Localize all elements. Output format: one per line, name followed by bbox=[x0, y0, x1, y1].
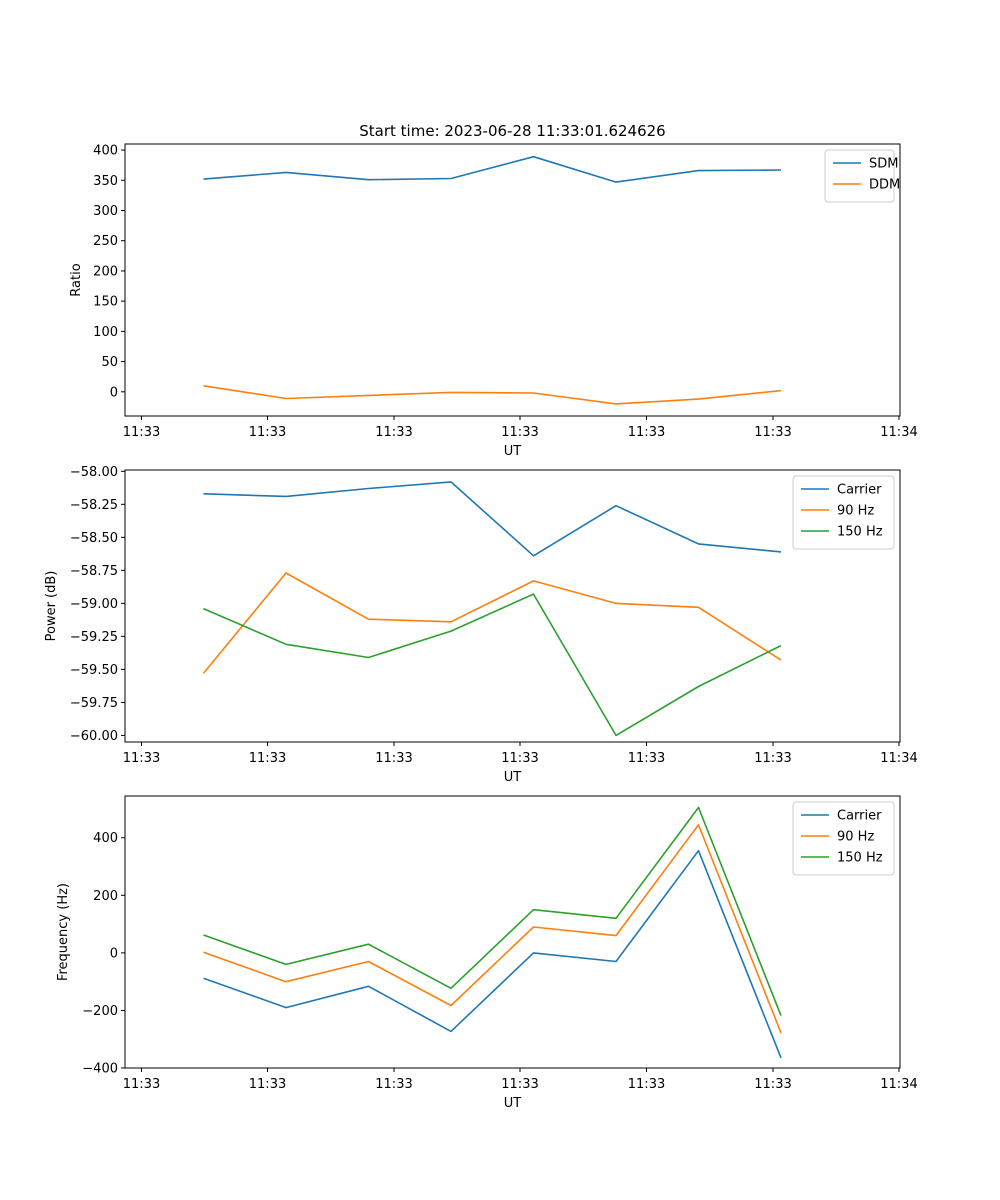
y-axis-label: Frequency (Hz) bbox=[56, 883, 71, 981]
x-tick-label: 11:33 bbox=[123, 1077, 160, 1092]
y-axis-label: Power (dB) bbox=[44, 571, 59, 642]
legend-label: DDM bbox=[869, 178, 900, 193]
legend-label: 90 Hz bbox=[837, 504, 874, 519]
x-tick-label: 11:33 bbox=[628, 425, 665, 440]
legend-label: 150 Hz bbox=[837, 525, 883, 540]
y-tick-label: 0 bbox=[110, 946, 118, 961]
y-tick-label: −59.25 bbox=[70, 630, 118, 645]
y-tick-label: 150 bbox=[93, 295, 118, 310]
chart-title: Start time: 2023-06-28 11:33:01.624626 bbox=[359, 122, 665, 140]
x-tick-label: 11:33 bbox=[123, 425, 160, 440]
x-tick-label: 11:33 bbox=[501, 1077, 538, 1092]
y-tick-label: −59.50 bbox=[70, 663, 118, 678]
y-tick-label: −58.75 bbox=[70, 564, 118, 579]
axes-frame bbox=[124, 469, 901, 743]
y-tick-label: 300 bbox=[93, 204, 118, 219]
y-tick-label: −400 bbox=[82, 1062, 118, 1077]
x-tick-label: 11:33 bbox=[628, 751, 665, 766]
x-axis-label: UT bbox=[504, 444, 522, 459]
legend-label: Carrier bbox=[837, 483, 882, 498]
ratio-panel: 11:33 11:33 11:33 11:33 11:33 11:33 11:34 0 50 10… bbox=[69, 143, 918, 459]
series-line-sdm bbox=[203, 155, 782, 183]
series-line-150-hz bbox=[203, 593, 782, 737]
y-tick-label: −59.00 bbox=[70, 597, 118, 612]
y-tick-label: −58.25 bbox=[70, 498, 118, 513]
y-tick-label: 0 bbox=[110, 385, 118, 400]
y-tick-label: −58.00 bbox=[70, 465, 118, 480]
x-tick-label: 11:33 bbox=[249, 751, 286, 766]
y-tick-label: 400 bbox=[93, 144, 118, 159]
x-tick-label: 11:34 bbox=[880, 1077, 917, 1092]
y-tick-label: 350 bbox=[93, 174, 118, 189]
y-tick-label: 400 bbox=[93, 831, 118, 846]
y-tick-label: −59.75 bbox=[70, 696, 118, 711]
series-line-carrier bbox=[203, 849, 782, 1059]
x-tick-label: 11:33 bbox=[754, 1077, 791, 1092]
y-tick-label: −60.00 bbox=[70, 729, 118, 744]
x-tick-label: 11:33 bbox=[375, 1077, 412, 1092]
legend-label: SDM bbox=[869, 157, 898, 172]
legend-label: Carrier bbox=[837, 809, 882, 824]
x-tick-label: 11:34 bbox=[880, 425, 917, 440]
x-tick-label: 11:33 bbox=[249, 1077, 286, 1092]
x-tick-label: 11:33 bbox=[501, 751, 538, 766]
y-tick-label: 100 bbox=[93, 325, 118, 340]
y-tick-label: −200 bbox=[82, 1004, 118, 1019]
series-line-carrier bbox=[203, 481, 782, 557]
frequency-panel: 11:33 11:33 11:33 11:33 11:33 11:33 11:34 −400 −… bbox=[56, 795, 918, 1111]
x-axis-label: UT bbox=[504, 1096, 522, 1111]
x-tick-label: 11:34 bbox=[880, 751, 917, 766]
x-tick-label: 11:33 bbox=[501, 425, 538, 440]
y-axis-label: Ratio bbox=[69, 263, 84, 296]
y-tick-label: 50 bbox=[101, 355, 118, 370]
axes-frame bbox=[124, 143, 901, 417]
legend-label: 150 Hz bbox=[837, 851, 883, 866]
power-panel: 11:33 11:33 11:33 11:33 11:33 11:33 11:34 −60.0… bbox=[44, 465, 918, 785]
x-tick-label: 11:33 bbox=[754, 751, 791, 766]
series-line-150-hz bbox=[203, 806, 782, 1016]
x-tick-label: 11:33 bbox=[754, 425, 791, 440]
x-tick-label: 11:33 bbox=[249, 425, 286, 440]
x-axis-label: UT bbox=[504, 770, 522, 785]
x-tick-label: 11:33 bbox=[123, 751, 160, 766]
y-tick-label: 200 bbox=[93, 889, 118, 904]
x-tick-label: 11:33 bbox=[375, 751, 412, 766]
y-tick-label: −58.50 bbox=[70, 531, 118, 546]
series-line-90-hz bbox=[202, 572, 782, 674]
y-tick-label: 250 bbox=[93, 234, 118, 249]
legend-label: 90 Hz bbox=[837, 830, 874, 845]
y-tick-label: 200 bbox=[93, 264, 118, 279]
x-tick-label: 11:33 bbox=[375, 425, 412, 440]
axes-frame bbox=[124, 795, 901, 1069]
series-line-ddm bbox=[203, 385, 782, 405]
x-tick-label: 11:33 bbox=[628, 1077, 665, 1092]
series-line-90-hz bbox=[203, 823, 782, 1034]
